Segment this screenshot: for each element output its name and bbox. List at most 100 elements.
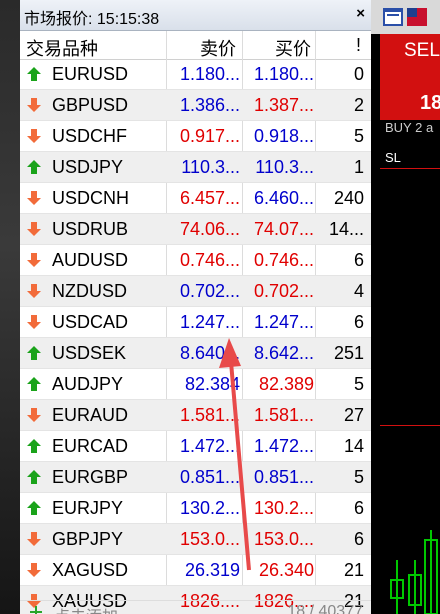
symbol-name: XAGUSD bbox=[52, 560, 129, 580]
bid-price: 8.640... bbox=[179, 343, 240, 363]
spread-value: 240 bbox=[333, 188, 364, 208]
arrow-down-icon bbox=[27, 191, 41, 205]
bid-price: 0.917... bbox=[179, 126, 240, 146]
symbol-name: EURAUD bbox=[52, 405, 129, 425]
add-symbol-row[interactable]: 点击添加 18 / 40377 bbox=[20, 600, 371, 614]
column-divider bbox=[242, 31, 243, 591]
ask-price: 110.3... bbox=[255, 157, 314, 177]
symbol-name: EURJPY bbox=[52, 498, 124, 518]
quote-row-audusd[interactable]: AUDUSD 0.746... 0.746... 6 bbox=[20, 245, 371, 276]
quote-row-eurgbp[interactable]: EURGBP 0.851... 0.851... 5 bbox=[20, 462, 371, 493]
quote-table: EURUSD 1.180... 1.180... 0 GBPUSD 1.386... 1.3… bbox=[20, 59, 371, 614]
ask-price: 1.387... bbox=[253, 95, 314, 115]
column-header-spread[interactable]: ! bbox=[356, 35, 362, 55]
bid-price: 153.0... bbox=[179, 529, 240, 549]
quote-row-usdchf[interactable]: USDCHF 0.917... 0.918... 5 bbox=[20, 121, 371, 152]
column-header-ask[interactable]: 买价 bbox=[275, 39, 311, 59]
symbol-name: USDJPY bbox=[52, 157, 124, 177]
quote-row-usdcnh[interactable]: USDCNH 6.457... 6.460... 240 bbox=[20, 183, 371, 214]
flag-icon[interactable] bbox=[407, 8, 427, 26]
spread-value: 4 bbox=[353, 281, 364, 301]
quote-row-usdsek[interactable]: USDSEK 8.640... 8.642... 251 bbox=[20, 338, 371, 369]
ask-price: 1.247... bbox=[253, 312, 314, 332]
symbol-name: GBPJPY bbox=[52, 529, 124, 549]
bid-price: 82.384 bbox=[184, 374, 240, 394]
quote-row-xagusd[interactable]: XAGUSD 26.319 26.340 21 bbox=[20, 555, 371, 586]
arrow-up-icon bbox=[27, 67, 41, 81]
ask-price: 6.460... bbox=[253, 188, 314, 208]
spread-value: 5 bbox=[353, 374, 364, 394]
quote-row-gbpjpy[interactable]: GBPJPY 153.0... 153.0... 6 bbox=[20, 524, 371, 555]
symbol-name: USDRUB bbox=[52, 219, 129, 239]
ask-price: 82.389 bbox=[258, 374, 314, 394]
bid-price: 1.386... bbox=[179, 95, 240, 115]
table-header: 交易品种 卖价 买价 ! bbox=[20, 31, 371, 60]
bid-price: 1.247... bbox=[179, 312, 240, 332]
arrow-up-icon bbox=[27, 501, 41, 515]
bid-price: 1.180... bbox=[179, 64, 240, 84]
market-watch-panel: 市场报价: 15:15:38 × 交易品种 卖价 买价 ! EURUSD 1.18… bbox=[20, 0, 372, 614]
window-tile-icon[interactable] bbox=[383, 8, 403, 26]
title-bar: 市场报价: 15:15:38 × bbox=[20, 0, 371, 31]
quote-row-usdjpy[interactable]: USDJPY 110.3... 110.3... 1 bbox=[20, 152, 371, 183]
quote-row-eurcad[interactable]: EURCAD 1.472... 1.472... 14 bbox=[20, 431, 371, 462]
quote-row-eurusd[interactable]: EURUSD 1.180... 1.180... 0 bbox=[20, 59, 371, 90]
symbol-name: AUDUSD bbox=[52, 250, 129, 270]
ask-price: 1826.... bbox=[253, 591, 314, 611]
bid-price: 26.319 bbox=[184, 560, 240, 580]
ask-price: 8.642... bbox=[253, 343, 314, 363]
quote-row-eurjpy[interactable]: EURJPY 130.2... 130.2... 6 bbox=[20, 493, 371, 524]
symbol-name: GBPUSD bbox=[52, 95, 129, 115]
quote-row-usdcad[interactable]: USDCAD 1.247... 1.247... 6 bbox=[20, 307, 371, 338]
ask-price: 0.746... bbox=[253, 250, 314, 270]
arrow-down-icon bbox=[27, 129, 41, 143]
bid-price: 1.581... bbox=[179, 405, 240, 425]
sell-price: 18 bbox=[420, 92, 440, 114]
spread-value: 6 bbox=[353, 250, 364, 270]
arrow-up-icon bbox=[27, 346, 41, 360]
quote-row-euraud[interactable]: EURAUD 1.581... 1.581... 27 bbox=[20, 400, 371, 431]
spread-value: 14... bbox=[328, 219, 364, 239]
buy-info: BUY 2 a bbox=[385, 120, 434, 135]
arrow-down-icon bbox=[27, 594, 41, 608]
arrow-down-icon bbox=[27, 98, 41, 112]
column-header-symbol[interactable]: 交易品种 bbox=[26, 39, 98, 59]
bid-price: 0.851... bbox=[179, 467, 240, 487]
window-title: 市场报价: 15:15:38 bbox=[24, 11, 160, 28]
sell-button[interactable]: SELL 18 bbox=[380, 34, 440, 120]
spread-value: 27 bbox=[343, 405, 364, 425]
bid-price: 0.702... bbox=[179, 281, 240, 301]
background-left bbox=[0, 0, 20, 614]
arrow-down-icon bbox=[27, 253, 41, 267]
candlestick-chart bbox=[390, 530, 438, 614]
spread-value: 6 bbox=[353, 498, 364, 518]
arrow-up-icon bbox=[27, 377, 41, 391]
spread-value: 6 bbox=[353, 529, 364, 549]
column-header-bid[interactable]: 卖价 bbox=[200, 39, 236, 59]
spread-value: 1 bbox=[353, 157, 364, 177]
ask-price: 130.2... bbox=[253, 498, 314, 518]
arrow-up-icon bbox=[27, 470, 41, 484]
spread-value: 21 bbox=[343, 591, 364, 611]
quote-row-usdrub[interactable]: USDRUB 74.06... 74.07... 14... bbox=[20, 214, 371, 245]
column-divider bbox=[315, 31, 316, 591]
quote-row-gbpusd[interactable]: GBPUSD 1.386... 1.387... 2 bbox=[20, 90, 371, 121]
quote-row-nzdusd[interactable]: NZDUSD 0.702... 0.702... 4 bbox=[20, 276, 371, 307]
quote-row-audjpy[interactable]: AUDJPY 82.384 82.389 5 bbox=[20, 369, 371, 400]
spread-value: 6 bbox=[353, 312, 364, 332]
sell-label: SELL bbox=[404, 40, 440, 61]
ask-price: 0.851... bbox=[253, 467, 314, 487]
bid-price: 74.06... bbox=[179, 219, 240, 239]
chart-panel: SELL 18 BUY 2 a SL bbox=[371, 0, 440, 614]
symbol-name: AUDJPY bbox=[52, 374, 124, 394]
plus-icon bbox=[30, 606, 42, 614]
ask-price: 74.07... bbox=[253, 219, 314, 239]
symbol-name: NZDUSD bbox=[52, 281, 127, 301]
bid-price: 1.472... bbox=[179, 436, 240, 456]
close-icon[interactable]: × bbox=[356, 5, 365, 22]
symbol-name: USDCAD bbox=[52, 312, 129, 332]
stop-loss-label: SL bbox=[385, 150, 401, 165]
arrow-down-icon bbox=[27, 284, 41, 298]
spread-value: 21 bbox=[343, 560, 364, 580]
ask-price: 1.180... bbox=[253, 64, 314, 84]
